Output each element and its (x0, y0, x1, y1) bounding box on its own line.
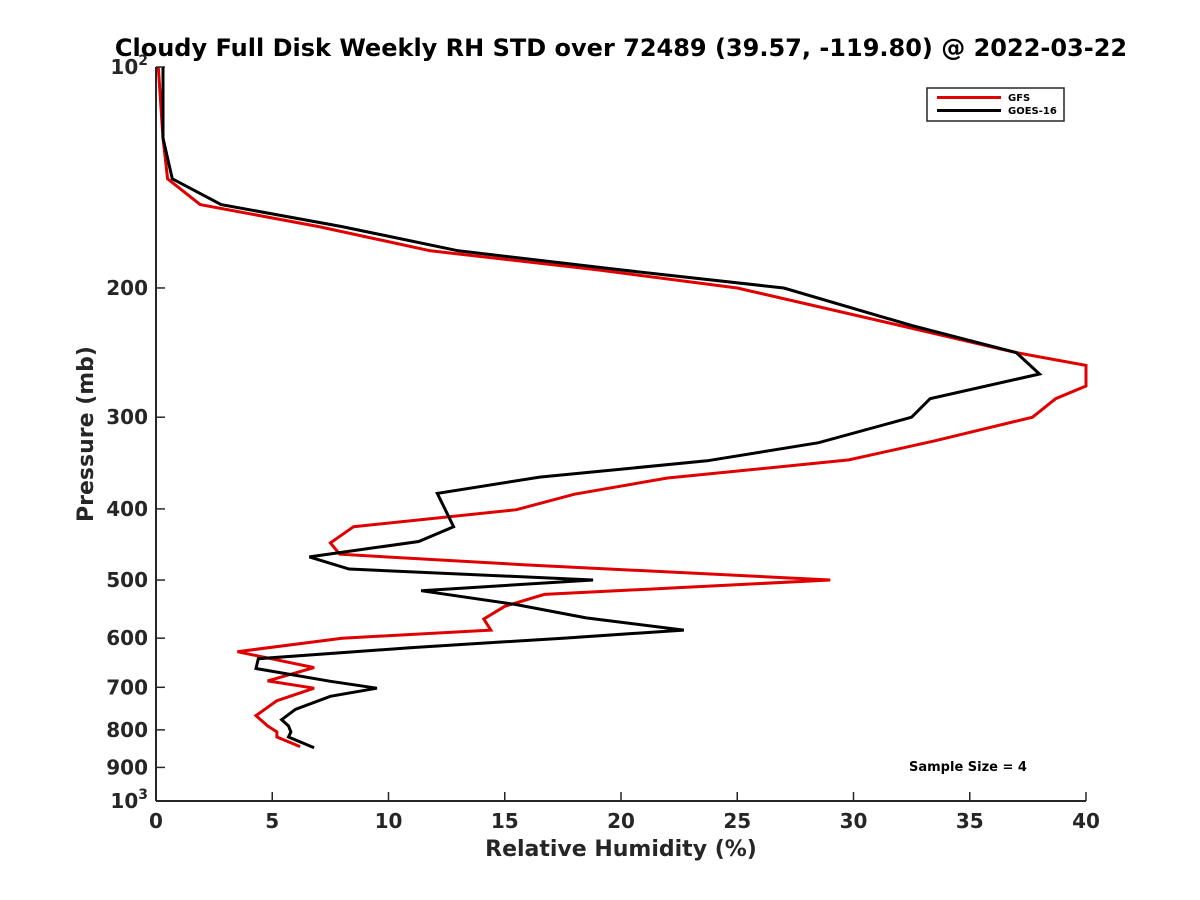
y-tick-label: 400 (106, 497, 148, 521)
y-tick-label: 600 (106, 626, 148, 650)
x-tick-label: 20 (607, 809, 635, 833)
x-tick-label: 35 (956, 809, 984, 833)
y-tick-label: 300 (106, 405, 148, 429)
series-line-goes16 (161, 67, 1043, 750)
x-tick-label: 0 (149, 809, 163, 833)
y-tick-label: 200 (106, 276, 148, 300)
y-tick-label: 800 (106, 718, 148, 742)
legend: GFS GOES-16 (926, 87, 1065, 122)
x-tick-label: 40 (1072, 809, 1100, 833)
x-tick-label: 15 (491, 809, 519, 833)
legend-box (926, 87, 1065, 122)
legend-label-goes16: GOES-16 (1008, 106, 1057, 117)
x-tick-label: 5 (265, 809, 279, 833)
y-axis-title: Pressure (mb) (74, 346, 99, 522)
y-tick-label: 700 (106, 675, 148, 699)
y-tick-label: 500 (106, 568, 148, 592)
series-layer (156, 66, 1088, 750)
legend-label-gfs: GFS (1008, 93, 1030, 104)
y-tick-label: 102 (110, 53, 148, 79)
chart-title: Cloudy Full Disk Weekly RH STD over 7248… (115, 34, 1127, 62)
sample-size-annotation: Sample Size = 4 (909, 760, 1027, 775)
y-axis-ticks: 102 200 300 400 500 600 700 800 900 103 (106, 53, 165, 813)
x-tick-label: 10 (375, 809, 403, 833)
x-tick-label: 25 (723, 809, 751, 833)
plot-frame (155, 67, 1086, 802)
y-tick-label: 103 (110, 787, 148, 813)
y-tick-label: 900 (106, 755, 148, 779)
series-line-gfs (156, 66, 1088, 748)
x-axis-title: Relative Humidity (%) (485, 837, 757, 862)
x-axis-ticks: 0 5 10 15 20 25 30 35 40 (149, 792, 1100, 833)
x-tick-label: 30 (840, 809, 868, 833)
